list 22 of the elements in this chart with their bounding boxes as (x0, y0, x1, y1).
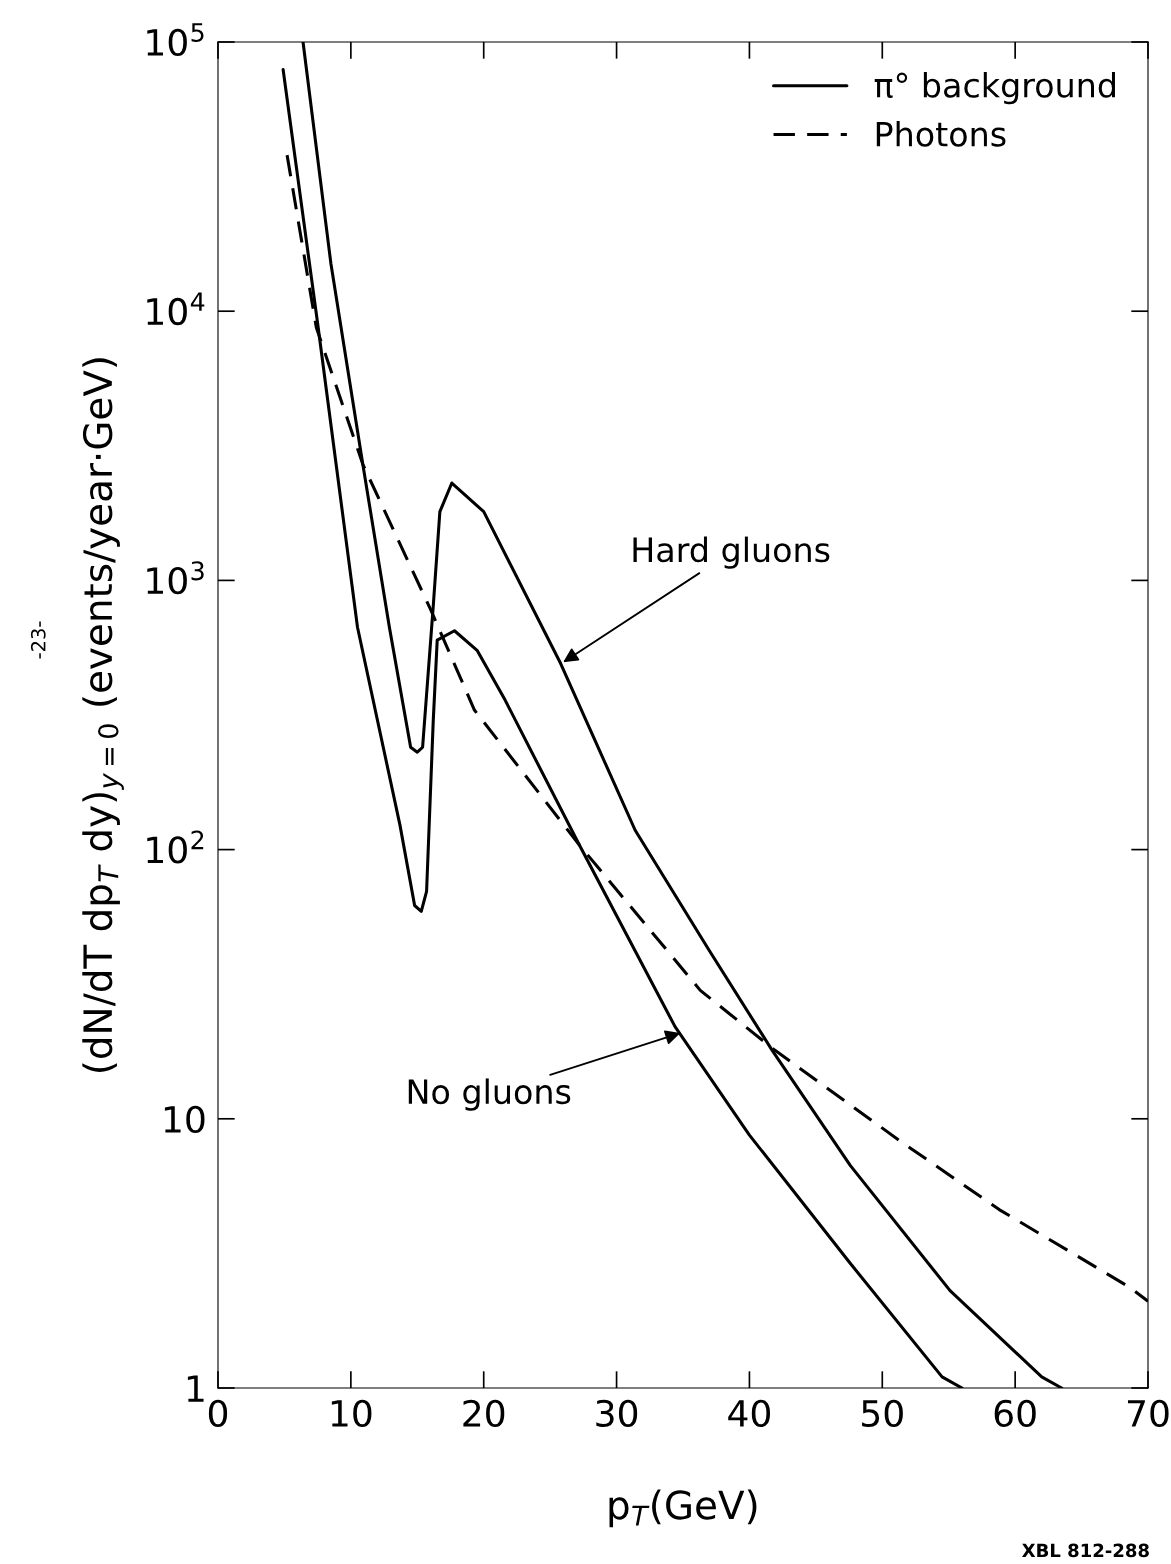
y-tick-label: 1 (187, 1375, 204, 1402)
y-tick-label: 10$^{5}$ (147, 23, 204, 56)
x-tick-label: 60 (994, 1399, 1036, 1428)
legend-label: Photons (876, 120, 1006, 147)
text: XBL 812-288 (1022, 1543, 1149, 1558)
x-tick-label: 20 (463, 1399, 505, 1428)
y-tick-label: 10 (164, 1105, 205, 1134)
x-tick-label: 10 (331, 1399, 372, 1428)
x-tick-label: 0 (208, 1399, 228, 1428)
annotation: Hard gluons (633, 536, 830, 569)
x-tick-label: 30 (596, 1399, 638, 1428)
annotation: No gluons (408, 1078, 571, 1111)
y-tick-label: 10$^{4}$ (147, 292, 205, 326)
x-axis-title: p$_{T}$(GeV) (609, 1489, 757, 1528)
x-tick-label: 70 (1127, 1399, 1169, 1428)
y-tick-label: 10$^{3}$ (147, 561, 204, 595)
y-axis-title: (dN/dT dp$_{T}$ dy)$_{y=0}$ (events/year·GeV) (82, 358, 124, 1072)
y-tick-label: 10$^{2}$ (147, 830, 204, 864)
x-tick-label: 50 (862, 1399, 903, 1428)
legend-label: π° background (874, 72, 1115, 105)
text: -23- (30, 621, 46, 659)
x-tick-label: 40 (728, 1399, 771, 1428)
